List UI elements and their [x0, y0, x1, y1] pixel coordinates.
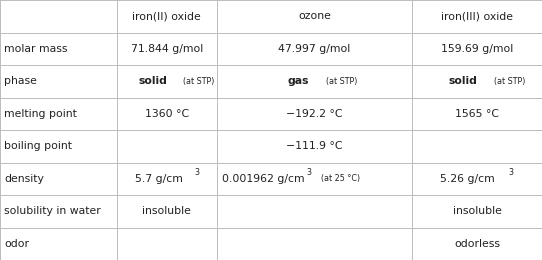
Text: 1565 °C: 1565 °C	[455, 109, 499, 119]
Text: (at STP): (at STP)	[184, 77, 215, 86]
Text: (at STP): (at STP)	[494, 77, 525, 86]
Text: boiling point: boiling point	[4, 141, 72, 151]
Text: melting point: melting point	[4, 109, 77, 119]
Text: −111.9 °C: −111.9 °C	[286, 141, 343, 151]
Text: odor: odor	[4, 239, 29, 249]
Text: density: density	[4, 174, 44, 184]
Text: 159.69 g/mol: 159.69 g/mol	[441, 44, 513, 54]
Text: 47.997 g/mol: 47.997 g/mol	[278, 44, 351, 54]
Text: 3: 3	[195, 168, 200, 177]
Text: solid: solid	[139, 76, 167, 86]
Text: 1360 °C: 1360 °C	[145, 109, 189, 119]
Text: ozone: ozone	[298, 11, 331, 21]
Text: molar mass: molar mass	[4, 44, 68, 54]
Text: odorless: odorless	[454, 239, 500, 249]
Text: 3: 3	[306, 168, 311, 177]
Text: solid: solid	[449, 76, 478, 86]
Text: 5.7 g/cm: 5.7 g/cm	[134, 174, 183, 184]
Text: 5.26 g/cm: 5.26 g/cm	[440, 174, 495, 184]
Text: 3: 3	[508, 168, 513, 177]
Text: 71.844 g/mol: 71.844 g/mol	[131, 44, 203, 54]
Text: gas: gas	[287, 76, 309, 86]
Text: (at 25 °C): (at 25 °C)	[316, 174, 360, 183]
Text: phase: phase	[4, 76, 37, 86]
Text: solubility in water: solubility in water	[4, 206, 101, 216]
Text: (at STP): (at STP)	[326, 77, 357, 86]
Text: 0.001962 g/cm: 0.001962 g/cm	[222, 174, 305, 184]
Text: iron(III) oxide: iron(III) oxide	[441, 11, 513, 21]
Text: insoluble: insoluble	[142, 206, 191, 216]
Text: −192.2 °C: −192.2 °C	[286, 109, 343, 119]
Text: iron(II) oxide: iron(II) oxide	[132, 11, 201, 21]
Text: insoluble: insoluble	[453, 206, 501, 216]
